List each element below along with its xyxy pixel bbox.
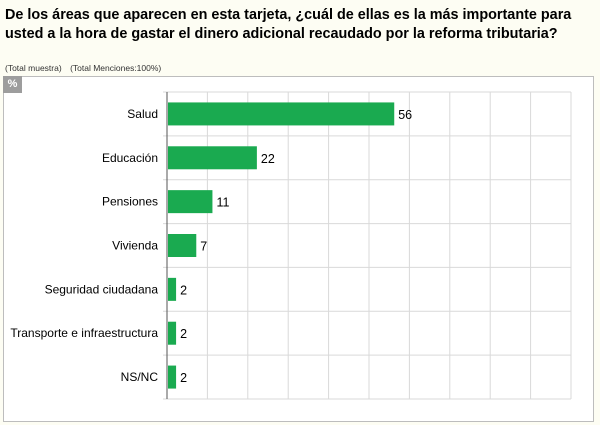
category-label: Pensiones (102, 195, 158, 209)
bar (168, 234, 197, 257)
bar (168, 321, 177, 345)
data-label: 2 (180, 371, 187, 385)
chart-subtitle: (Total muestra) (Total Menciones:100%) (5, 63, 167, 73)
category-label: Educación (102, 151, 158, 165)
subtitle-sample: (Total muestra) (5, 63, 62, 73)
data-label: 2 (180, 327, 187, 341)
category-label: Salud (127, 107, 158, 121)
category-label: Vivienda (112, 239, 158, 253)
category-label: Transporte e infraestructura (10, 326, 158, 340)
data-label: 2 (180, 283, 187, 297)
bar (168, 146, 257, 170)
chart-title: De los áreas que aparecen en esta tarjet… (5, 7, 572, 42)
data-label: 56 (398, 108, 412, 122)
data-label: 22 (261, 152, 275, 166)
bar (168, 102, 395, 126)
chart-panel (3, 76, 594, 422)
unit-badge: % (3, 76, 22, 93)
bar (168, 365, 177, 389)
data-label: 7 (200, 240, 207, 254)
bar (168, 277, 177, 301)
data-label: 11 (216, 196, 229, 210)
subtitle-mentions: (Total Menciones:100%) (70, 63, 162, 73)
category-label: NS/NC (121, 370, 159, 384)
category-label: Seguridad ciudadana (45, 282, 159, 296)
bar (168, 190, 213, 214)
